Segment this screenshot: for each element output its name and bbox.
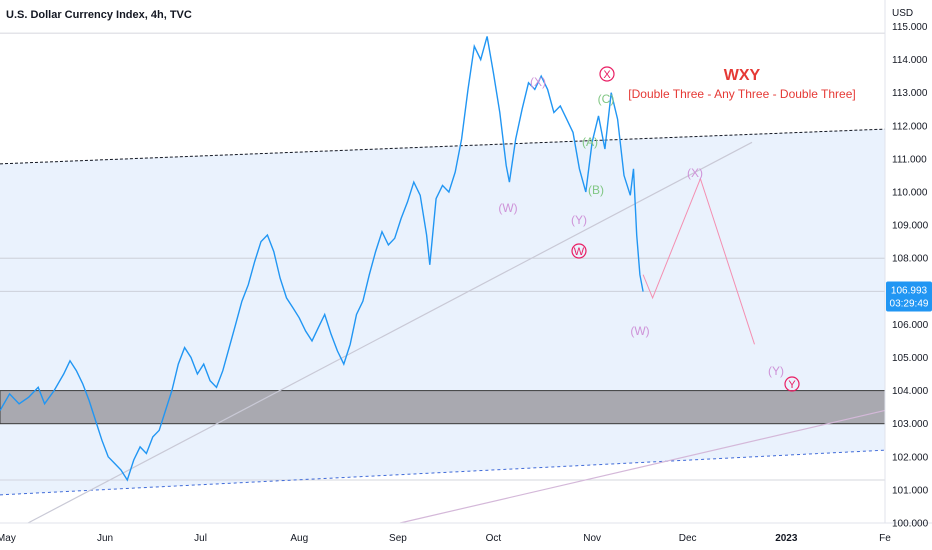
wave-label-y-minor: (Y) (571, 213, 587, 227)
wave-label-a: (A) (582, 135, 598, 149)
x-tick-label-5: Oct (486, 533, 502, 544)
y-tick-label-14: 114.000 (892, 55, 928, 66)
y-tick-label-13: 113.000 (892, 88, 928, 99)
x-tick-label-4: Sep (389, 533, 407, 544)
y-tick-label-5: 105.000 (892, 353, 929, 364)
wave-label-w-minor: (W) (498, 201, 517, 215)
current-price-tag[interactable]: 106.993 03:29:49 (886, 281, 932, 312)
circled-wave-x-label: X (603, 69, 611, 81)
y-tick-label-9: 109.000 (892, 221, 929, 232)
support-zone[interactable] (0, 390, 886, 425)
x-tick-label-1: Jun (97, 533, 113, 544)
x-tick-label-3: Aug (290, 533, 308, 544)
circled-wave-x: X (599, 66, 615, 82)
lower-channel-line[interactable] (0, 449, 886, 496)
currency-label: USD (892, 8, 913, 19)
chart-title: U.S. Dollar Currency Index, 4h, TVC (6, 9, 192, 21)
y-tick-label-6: 106.000 (892, 320, 929, 331)
x-tick-label-6: Nov (583, 533, 601, 544)
channel-fill (0, 129, 885, 495)
y-tick-label-8: 108.000 (892, 254, 929, 265)
y-tick-label-4: 104.000 (892, 386, 929, 397)
y-tick-label-15: 115.000 (892, 22, 928, 33)
x-tick-label-7: Dec (679, 533, 697, 544)
circled-wave-w: W (571, 243, 587, 259)
trend-line-lower[interactable] (399, 409, 886, 524)
wave-label-y-projected: (Y) (768, 364, 784, 378)
pattern-subtitle: [Double Three - Any Three - Double Three… (628, 87, 855, 101)
y-tick-label-12: 112.000 (892, 121, 928, 132)
y-axis[interactable]: 100.000 101.000 102.000 103.000 104.000 105.0… (892, 22, 929, 530)
circled-wave-y: Y (784, 376, 800, 392)
wave-label-b: (B) (588, 183, 604, 197)
y-tick-label-2: 102.000 (892, 452, 929, 463)
circled-wave-y-label: Y (788, 379, 796, 391)
trend-line-main[interactable] (27, 141, 753, 524)
horizontal-levels (0, 32, 885, 481)
price-line[interactable] (0, 36, 644, 482)
countdown-timer: 03:29:49 (890, 299, 929, 310)
wave-label-x-minor: (X) (530, 75, 546, 89)
wave-label-w-projected: (W) (630, 324, 649, 338)
current-price-value: 106.993 (891, 286, 928, 297)
circled-wave-w-label: W (574, 246, 585, 258)
x-tick-label-8: 2023 (775, 533, 798, 544)
y-tick-label-3: 103.000 (892, 419, 929, 430)
x-axis[interactable]: May Jun Jul Aug Sep Oct Nov Dec 2023 Fe (0, 533, 891, 544)
projection-path[interactable] (642, 177, 755, 345)
y-tick-label-0: 100.000 (892, 519, 929, 530)
wave-label-x-projected: (X) (687, 166, 703, 180)
x-tick-label-2: Jul (194, 533, 207, 544)
upper-channel-line[interactable] (0, 128, 886, 165)
y-tick-label-1: 101.000 (892, 485, 929, 496)
wave-label-c: (C) (598, 92, 615, 106)
x-tick-label-9: Fe (879, 533, 891, 544)
x-tick-label-0: May (0, 533, 16, 544)
y-tick-label-10: 110.000 (892, 187, 928, 198)
pattern-title: WXY (724, 67, 761, 84)
y-tick-label-11: 111.000 (892, 154, 927, 165)
